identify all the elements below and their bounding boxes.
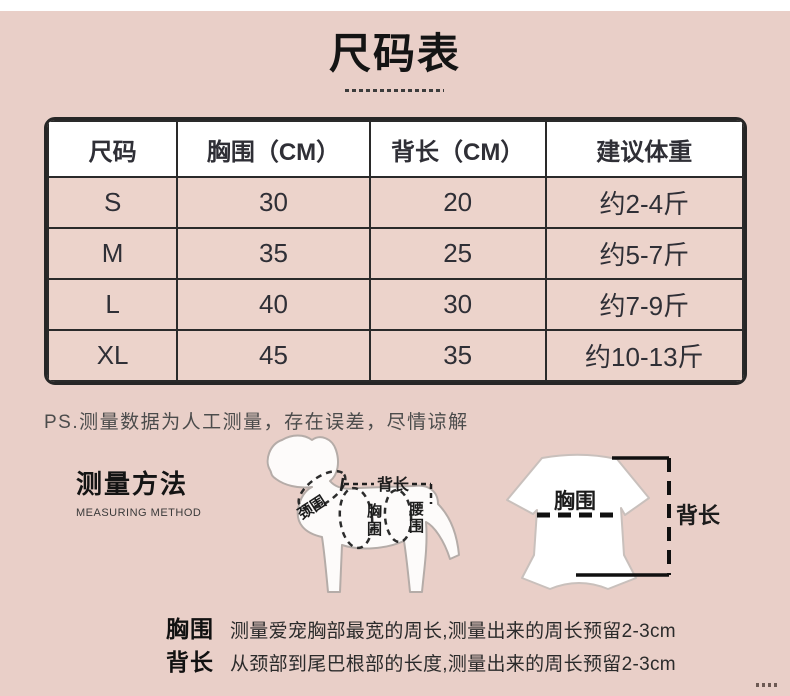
back-length-left-tick	[339, 477, 345, 492]
title-divider	[345, 89, 444, 92]
table-row: L 40 30 约7-9斤	[47, 278, 744, 331]
pet-shirt-icon	[506, 453, 650, 590]
chest-girth-dashes	[338, 486, 374, 550]
garment-measurement-diagram: 胸围 背长	[506, 453, 721, 590]
page-title: 尺码表	[328, 30, 461, 77]
measuring-method-title: 测量方法	[76, 469, 189, 499]
cell-size: XL	[47, 329, 179, 382]
back-length-term: 背长	[166, 649, 214, 675]
chest-term: 胸围	[166, 616, 214, 642]
col-header-chest: 胸围（CM）	[176, 120, 371, 178]
cell-size: S	[47, 176, 179, 229]
cell-weight: 约10-13斤	[544, 329, 744, 382]
back-length-description: 从颈部到尾巴根部的长度,测量出来的周长预留2-3cm	[230, 654, 676, 675]
shirt-back-length-label: 背长	[676, 503, 721, 528]
table-row: M 35 25 约5-7斤	[47, 227, 744, 280]
back-length-definition-row: 背长 从颈部到尾巴根部的长度,测量出来的周长预留2-3cm	[166, 643, 746, 676]
cell-weight: 约7-9斤	[544, 278, 744, 331]
col-header-weight: 建议体重	[544, 120, 744, 178]
cell-back-length: 35	[368, 329, 547, 382]
shirt-chest-label: 胸围	[554, 489, 596, 513]
cell-chest: 30	[176, 176, 371, 229]
chest-girth-label-bottom: 围	[367, 521, 382, 538]
dog-back-length-label: 背长	[377, 475, 410, 494]
measurement-definitions: 胸围 测量爱宠胸部最宽的周长,测量出来的周长预留2-3cm 背长 从颈部到尾巴根…	[166, 610, 746, 676]
dog-measurement-diagram: 颈围 胸 围 腰 围 背长	[266, 434, 460, 593]
cell-chest: 45	[176, 329, 371, 382]
table-header-row: 尺码 胸围（CM） 背长（CM） 建议体重	[47, 120, 744, 178]
size-table-grid: 尺码 胸围（CM） 背长（CM） 建议体重 S 30 20 约2-4斤 M 35…	[47, 120, 744, 382]
waist-girth-dashes	[383, 488, 413, 544]
measuring-method-heading: 测量方法 MEASURING METHOD	[76, 464, 201, 519]
cell-chest: 35	[176, 227, 371, 280]
col-header-size: 尺码	[47, 120, 179, 178]
chest-description: 测量爱宠胸部最宽的周长,测量出来的周长预留2-3cm	[230, 621, 676, 642]
chest-girth-label-top: 胸	[367, 502, 382, 520]
measuring-method-subtitle: MEASURING METHOD	[76, 507, 202, 519]
cell-size: M	[47, 227, 179, 280]
chest-definition-row: 胸围 测量爱宠胸部最宽的周长,测量出来的周长预留2-3cm	[166, 610, 746, 643]
table-row: XL 45 35 约10-13斤	[47, 329, 744, 382]
cell-weight: 约5-7斤	[544, 227, 744, 280]
measurement-disclaimer: PS.测量数据为人工测量，存在误差，尽情谅解	[44, 412, 469, 433]
waist-girth-label-bottom: 围	[409, 518, 424, 535]
cell-weight: 约2-4斤	[544, 176, 744, 229]
cell-size: L	[47, 278, 179, 331]
size-table: 尺码 胸围（CM） 背长（CM） 建议体重 S 30 20 约2-4斤 M 35…	[44, 117, 747, 385]
corner-dots-icon	[756, 683, 777, 687]
cell-chest: 40	[176, 278, 371, 331]
waist-girth-label-top: 腰	[408, 501, 424, 518]
col-header-back-length: 背长（CM）	[368, 120, 547, 178]
cell-back-length: 30	[368, 278, 547, 331]
dog-silhouette-icon	[266, 434, 460, 593]
cell-back-length: 25	[368, 227, 547, 280]
table-row: S 30 20 约2-4斤	[47, 176, 744, 229]
cell-back-length: 20	[368, 176, 547, 229]
